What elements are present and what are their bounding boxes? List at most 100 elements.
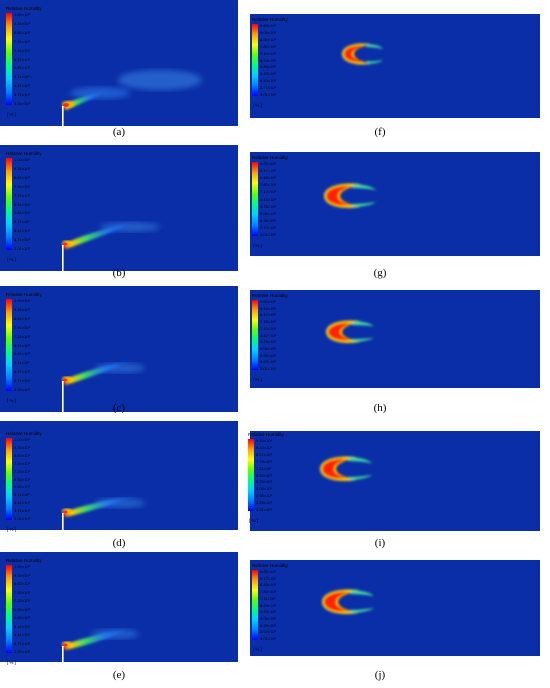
- legend-e: Relative Humidity 1.00×10² 9.32×10¹ 8.62×10…: [4, 558, 44, 670]
- caption-i: (i): [374, 537, 386, 549]
- colorbar-tick-label: 3.01×10¹: [260, 232, 276, 237]
- colorbar-tick-label: 3.71×10¹: [14, 508, 30, 514]
- colorbar-tick-label: 4.38×10¹: [256, 493, 272, 499]
- colorbar-tick-label: 9.30×10¹: [14, 444, 30, 450]
- colorbar-tick-label: 1.00×10²: [14, 564, 30, 569]
- colorbar-tick-label: 6.42×10¹: [260, 332, 276, 338]
- colorbar-tick-label: 1.00×10²: [14, 12, 30, 17]
- colorbar-tick-label: 3.69×10¹: [256, 500, 272, 506]
- colorbar-tick-label: 5.75×10¹: [260, 609, 276, 615]
- humidity-field-a: [62, 70, 202, 126]
- caption-g: (g): [373, 267, 387, 279]
- colorbar-tick-label: 3.71×10¹: [14, 640, 30, 646]
- unit-label: [ % ]: [7, 660, 16, 665]
- colorbar-tick-label: 5.81×10¹: [14, 351, 30, 357]
- colorbar-tick-label: 3.01×10¹: [260, 636, 276, 641]
- colorbar-tick-label: 7.21×10¹: [14, 192, 30, 198]
- colorbar-tick-label: 3.01×10¹: [14, 516, 30, 521]
- legend-title: Relative Humidity: [6, 292, 42, 297]
- colorbar-tick-label: 3.71×10¹: [260, 85, 276, 91]
- colorbar-tick-label: 5.80×10¹: [260, 64, 276, 70]
- colorbar-tick-label: 8.47×10¹: [260, 312, 276, 318]
- legend-c: Relative Humidity 1.00×10² 9.31×10¹ 8.61×10…: [4, 292, 44, 408]
- colorbar-tick-label: 3.71×10¹: [14, 378, 30, 384]
- panel-f: [250, 14, 540, 118]
- humidity-field-j: [322, 589, 374, 614]
- colorbar-tick-label: 9.10×10¹: [256, 444, 272, 450]
- colorbar-tick-label: 3.70×10¹: [260, 224, 276, 230]
- colorbar-tick-label: 4.38×10¹: [260, 622, 276, 628]
- caption-c: (c): [112, 402, 126, 414]
- colorbar-tick-label: 7.21×10¹: [14, 47, 30, 53]
- colorbar-tick-label: 8.61×10¹: [14, 29, 30, 35]
- colorbar-tick-label: 6.51×10¹: [14, 342, 30, 348]
- unit-label: [ % ]: [253, 377, 262, 382]
- colorbar-tick-label: 4.41×10¹: [14, 83, 30, 89]
- legend-g: Relative Humidity 9.85×10¹ 9.17×10¹ 8.48×10…: [250, 155, 290, 253]
- colorbar-tick-label: 3.71×10¹: [14, 237, 30, 243]
- colorbar-tick-label: 5.12×10¹: [14, 623, 30, 629]
- colorbar: [252, 162, 258, 236]
- legend-title: Relative Humidity: [252, 155, 288, 160]
- colorbar-tick-label: 9.17×10¹: [260, 575, 276, 581]
- colorbar: [6, 565, 12, 653]
- colorbar: [6, 299, 12, 391]
- colorbar-tick-label: 9.83×10¹: [260, 299, 276, 304]
- colorbar-tick-label: 5.11×10¹: [14, 219, 30, 225]
- colorbar-tick-label: 4.41×10¹: [14, 500, 30, 506]
- panel-g: [250, 152, 540, 256]
- colorbar-tick-label: 7.90×10¹: [14, 460, 30, 466]
- colorbar-tick-label: 7.79×10¹: [256, 458, 272, 464]
- colorbar-tick-label: 9.31×10¹: [14, 306, 30, 312]
- colorbar-tick-label: 7.80×10¹: [260, 589, 276, 595]
- colorbar-tick-label: 3.71×10¹: [14, 92, 30, 98]
- panel-a: [0, 0, 238, 126]
- colorbar-tick-label: 8.58×10¹: [260, 36, 276, 42]
- colorbar-tick-label: 9.15×10¹: [260, 305, 276, 311]
- colorbar-tick-label: 3.01×10¹: [260, 92, 276, 97]
- panel-d: [0, 421, 238, 530]
- colorbar-tick-label: 8.48×10¹: [260, 582, 276, 588]
- caption-e: (e): [112, 669, 126, 681]
- colorbar-tick-label: 7.12×10¹: [260, 189, 276, 195]
- colorbar-tick-label: 9.17×10¹: [260, 168, 276, 174]
- colorbar-tick-label: 6.51×10¹: [14, 201, 30, 207]
- colorbar-tick-label: 7.80×10¹: [260, 182, 276, 188]
- legend-f: Relative Humidity 9.89×10¹ 9.05×10¹ 8.58×10…: [250, 17, 290, 113]
- colorbar-tick-label: 3.01×10¹: [14, 649, 30, 654]
- colorbar-tick-label: 3.01×10¹: [14, 246, 30, 251]
- unit-label: [ % ]: [7, 527, 16, 532]
- colorbar-tick-label: 5.81×10¹: [14, 210, 30, 216]
- legend-i: Relative Humidity 9.84×10¹ 9.10×10¹ 8.41×10…: [246, 432, 286, 528]
- legend-d: Relative Humidity 1.00×10² 9.30×10¹ 8.60×10…: [4, 431, 44, 537]
- colorbar-tick-label: 5.74×10¹: [256, 479, 272, 485]
- colorbar-tick-label: 7.91×10¹: [14, 324, 30, 330]
- panel-b: [0, 145, 238, 271]
- colorbar-tick-label: 7.11×10¹: [260, 595, 276, 601]
- unit-label: [ % ]: [7, 398, 16, 403]
- colorbar-tick-label: 9.32×10¹: [14, 572, 30, 578]
- colorbar-tick-label: 7.20×10¹: [14, 468, 30, 474]
- colorbar-tick-label: 5.80×10¹: [14, 484, 30, 490]
- panel-j: [250, 560, 540, 656]
- colorbar-tick-label: 6.43×10¹: [260, 602, 276, 608]
- colorbar-tick-label: 9.84×10¹: [256, 438, 272, 443]
- colorbar: [6, 438, 12, 520]
- colorbar-tick-label: 7.10×10¹: [260, 325, 276, 331]
- legend-title: Relative Humidity: [252, 293, 288, 298]
- colorbar: [248, 439, 254, 511]
- humidity-field-g: [324, 183, 376, 208]
- colorbar-tick-label: 5.11×10¹: [14, 360, 30, 366]
- humidity-field-b: [62, 221, 160, 271]
- colorbar-tick-label: 5.82×10¹: [14, 615, 30, 620]
- panel-i: [250, 431, 540, 531]
- legend-title: Relative Humidity: [6, 6, 42, 11]
- panel-c: [0, 286, 238, 412]
- colorbar-tick-label: 8.60×10¹: [14, 452, 30, 458]
- colorbar: [6, 13, 12, 105]
- colorbar-tick-label: 6.51×10¹: [14, 56, 30, 62]
- colorbar-tick-label: 9.31×10¹: [14, 20, 30, 26]
- caption-d: (d): [112, 537, 126, 549]
- caption-h: (h): [373, 402, 387, 414]
- unit-label: [ % ]: [249, 518, 258, 523]
